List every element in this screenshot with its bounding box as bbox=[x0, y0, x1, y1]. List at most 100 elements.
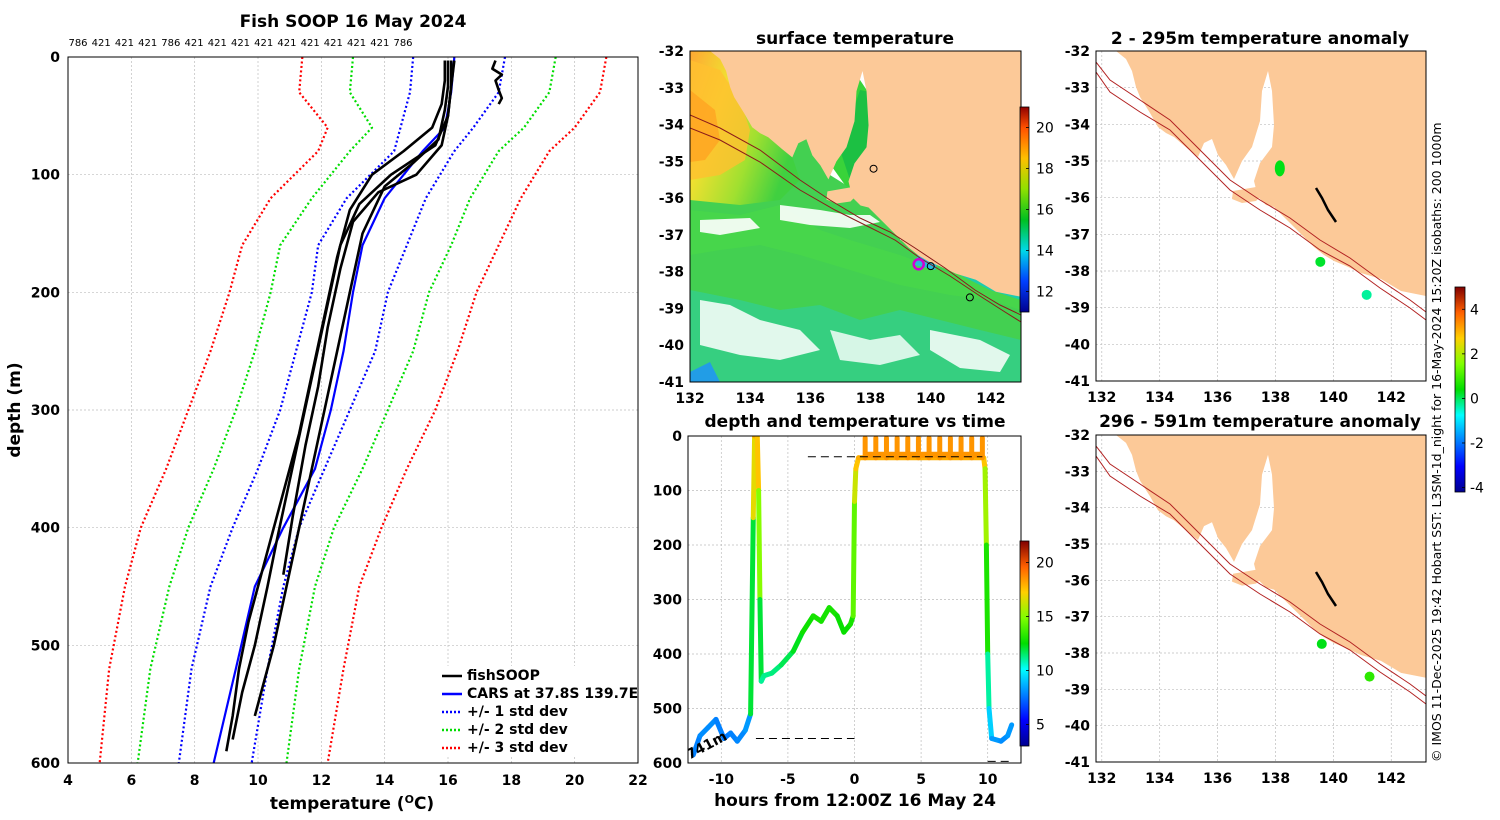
map-ytick-label: -40 bbox=[659, 338, 685, 354]
station-marker bbox=[926, 262, 935, 271]
anomaly-point bbox=[1274, 160, 1285, 177]
track-segment bbox=[778, 648, 796, 668]
fishsoop-line bbox=[491, 60, 504, 105]
track-segment bbox=[757, 597, 764, 684]
map-ytick-label: -33 bbox=[1065, 81, 1090, 97]
timeline-ytick-label: 600 bbox=[653, 756, 682, 772]
legend-background bbox=[436, 666, 630, 756]
sst-colorbar-label: 12 bbox=[1036, 285, 1054, 301]
map-xtick-label: 138 bbox=[1261, 390, 1290, 406]
anomaly-shallow-points bbox=[1274, 160, 1372, 300]
track-segment bbox=[985, 651, 992, 711]
map-xtick-label: 138 bbox=[1261, 771, 1290, 787]
legend-label: +/- 1 std dev bbox=[467, 704, 568, 720]
map-ytick-label: -38 bbox=[1065, 264, 1090, 280]
track-segment bbox=[742, 711, 754, 733]
timeline-colorbar-label: 20 bbox=[1036, 556, 1054, 572]
profile-top-label: 421 bbox=[347, 38, 366, 49]
profile-xtick-label: 16 bbox=[438, 773, 457, 789]
profile-top-labels: 786 421 421 421 786 421 421 421 421 421 421 421 421 4… bbox=[68, 38, 412, 49]
profile-top-label: 421 bbox=[92, 38, 111, 49]
profile-top-label: 421 bbox=[370, 38, 389, 49]
profile-top-label: 786 bbox=[68, 38, 87, 49]
map-xtick-label: 142 bbox=[976, 391, 1005, 407]
timeline-colorbar-label: 5 bbox=[1036, 717, 1045, 733]
track-segment bbox=[986, 706, 995, 741]
anomaly-point bbox=[1364, 671, 1375, 682]
track-segment bbox=[750, 436, 758, 521]
timeline-panel: depth and temperature vs time 741m -10 -5… bbox=[653, 412, 1054, 811]
profile-top-label: 786 bbox=[393, 38, 412, 49]
sst-colorbar-label: 18 bbox=[1036, 162, 1054, 178]
profile-top-label: 421 bbox=[324, 38, 343, 49]
profile-top-label: 421 bbox=[231, 38, 250, 49]
map-xtick-label: 132 bbox=[1087, 390, 1116, 406]
profile-series bbox=[98, 57, 608, 763]
depth-annotation: 741m bbox=[684, 729, 730, 764]
profile-ytick-label: 600 bbox=[31, 756, 60, 772]
map-ytick-label: -33 bbox=[659, 81, 684, 97]
timeline-colorbar-ticks: 5 10 15 20 bbox=[1026, 556, 1054, 733]
map-xtick-label: 142 bbox=[1377, 771, 1406, 787]
sst-colorbar-label: 16 bbox=[1036, 203, 1054, 219]
map-ytick-label: -36 bbox=[659, 191, 684, 207]
profile-xlabel: temperature (OC) bbox=[270, 793, 434, 814]
timeline-ytick-label: 400 bbox=[653, 647, 682, 663]
track-segment bbox=[790, 629, 806, 654]
map-ytick-label: -38 bbox=[659, 265, 684, 281]
map-xtick-label: 134 bbox=[736, 391, 765, 407]
map-xtick-label: 140 bbox=[916, 391, 945, 407]
profile-ytick-label: 0 bbox=[50, 50, 60, 66]
map-xtick-label: 134 bbox=[1145, 390, 1174, 406]
map-ytick-label: -39 bbox=[1065, 682, 1090, 698]
map-ytick-label: -33 bbox=[1065, 464, 1090, 480]
anomaly-colorbar-label: 2 bbox=[1470, 347, 1479, 363]
anomaly-point bbox=[1316, 638, 1327, 649]
sst-colorbar-label: 14 bbox=[1036, 244, 1054, 260]
profile-top-label: 421 bbox=[138, 38, 157, 49]
timeline-ytick-label: 500 bbox=[653, 702, 682, 718]
map-xtick-label: 140 bbox=[1319, 771, 1348, 787]
sst-colorbar-label: 20 bbox=[1036, 121, 1054, 137]
sst-ticks: 132 134 136 138 140 142 -32 -33 -34 -35 -36 -37 -38 -… bbox=[659, 44, 1006, 407]
timeline-ytick-label: 200 bbox=[653, 538, 682, 554]
anomaly-deep-axes-box bbox=[1095, 434, 1427, 763]
track-segment bbox=[850, 498, 857, 619]
track-segment bbox=[754, 436, 762, 493]
anomaly-colorbar bbox=[1454, 286, 1466, 493]
sst-panel: surface temperature bbox=[659, 29, 1054, 407]
profile-top-label: 421 bbox=[277, 38, 296, 49]
map-xtick-label: 140 bbox=[1319, 390, 1348, 406]
map-xtick-label: 136 bbox=[1203, 390, 1232, 406]
profile-top-label: 421 bbox=[208, 38, 227, 49]
map-ytick-label: -36 bbox=[1065, 573, 1090, 589]
timeline-xtick-label: 10 bbox=[978, 772, 998, 788]
profile-ylabel: depth (m) bbox=[5, 362, 25, 457]
station-marker bbox=[869, 164, 878, 173]
profile-xtick-label: 8 bbox=[190, 773, 200, 789]
map-xtick-label: 132 bbox=[1087, 771, 1116, 787]
map-ytick-label: -34 bbox=[659, 118, 685, 134]
map-ytick-label: -34 bbox=[1065, 117, 1091, 133]
legend-label: fishSOOP bbox=[467, 668, 540, 684]
timeline-colorbar-label: 15 bbox=[1036, 610, 1054, 626]
track-segment bbox=[852, 466, 859, 504]
std-dev-line bbox=[136, 57, 374, 763]
profile-ytick-label: 500 bbox=[31, 638, 60, 654]
anomaly-colorbar-ticks: -4 -2 0 2 4 bbox=[1462, 302, 1484, 497]
map-xtick-label: 136 bbox=[1203, 771, 1232, 787]
timeline-colorbar bbox=[1019, 540, 1030, 747]
map-ytick-label: -40 bbox=[1065, 337, 1091, 353]
profile-ytick-label: 300 bbox=[31, 403, 60, 419]
profile-xtick-label: 22 bbox=[628, 773, 647, 789]
timeline-title: depth and temperature vs time bbox=[705, 412, 1006, 432]
profile-top-label: 421 bbox=[301, 38, 320, 49]
fishsoop-line bbox=[282, 60, 456, 575]
timeline-track: 741m bbox=[684, 436, 1015, 764]
track-segment bbox=[713, 716, 727, 741]
profile-top-label: 421 bbox=[254, 38, 273, 49]
profile-top-label: 786 bbox=[161, 38, 180, 49]
sst-stations bbox=[869, 164, 974, 302]
